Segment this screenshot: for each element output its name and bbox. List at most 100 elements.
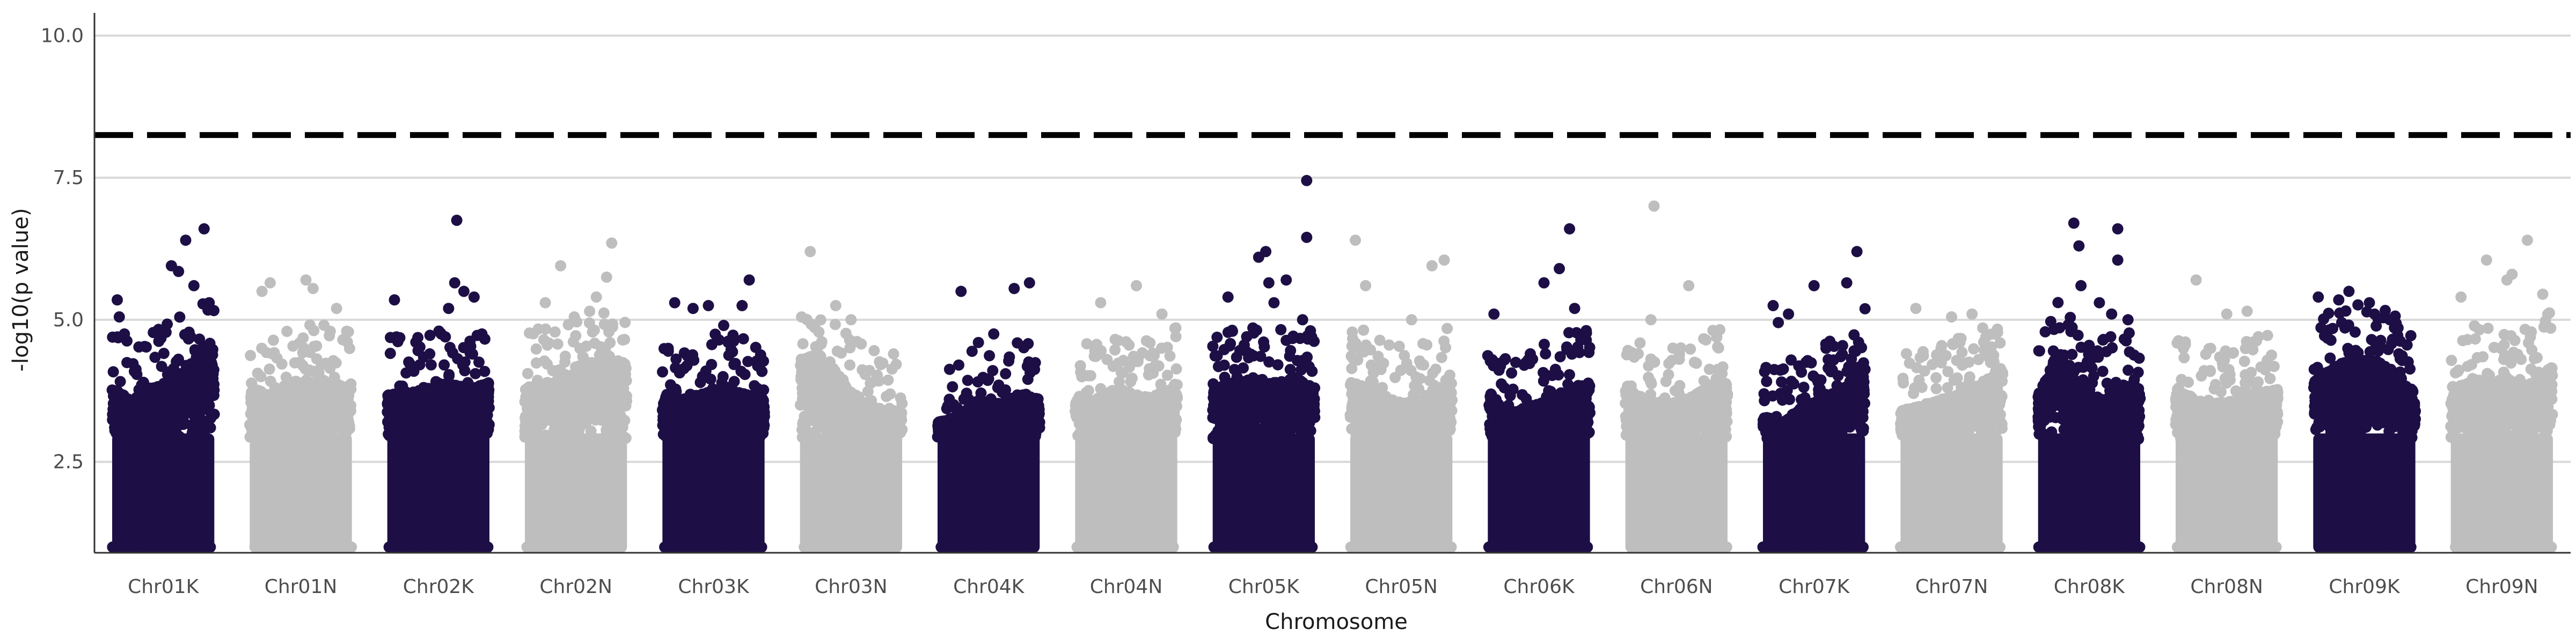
data-point bbox=[189, 345, 201, 357]
data-point bbox=[524, 327, 535, 339]
data-point bbox=[976, 401, 987, 413]
data-point bbox=[390, 399, 401, 411]
data-point bbox=[254, 385, 266, 397]
data-point bbox=[1003, 428, 1014, 440]
data-point bbox=[174, 311, 186, 323]
data-point bbox=[194, 370, 206, 382]
data-point bbox=[659, 426, 670, 438]
data-point bbox=[312, 408, 324, 420]
data-point bbox=[728, 358, 740, 370]
data-point bbox=[737, 333, 749, 345]
data-point bbox=[947, 381, 958, 393]
data-point bbox=[996, 401, 1008, 413]
data-point bbox=[962, 375, 974, 386]
data-point bbox=[280, 371, 292, 383]
data-point bbox=[447, 347, 459, 359]
chromosome-group bbox=[656, 328, 770, 553]
data-point bbox=[156, 392, 168, 404]
data-point bbox=[440, 430, 451, 442]
data-point bbox=[327, 398, 339, 409]
data-point bbox=[311, 400, 323, 412]
data-point bbox=[728, 541, 740, 553]
dense-point-band bbox=[800, 433, 902, 553]
data-point bbox=[588, 408, 600, 419]
data-point bbox=[693, 391, 705, 402]
data-point bbox=[796, 424, 808, 436]
data-point bbox=[346, 541, 357, 553]
data-point bbox=[148, 327, 159, 339]
data-point bbox=[298, 425, 310, 436]
data-point bbox=[168, 363, 180, 375]
data-point bbox=[206, 409, 218, 421]
data-point bbox=[201, 356, 213, 368]
data-point bbox=[520, 391, 532, 403]
data-point bbox=[153, 422, 165, 434]
data-point bbox=[676, 541, 688, 553]
data-point bbox=[258, 419, 269, 430]
data-point bbox=[334, 420, 346, 431]
data-point bbox=[800, 398, 811, 410]
data-point bbox=[594, 349, 605, 361]
data-point bbox=[383, 428, 394, 440]
data-point bbox=[662, 342, 674, 354]
data-point bbox=[315, 428, 327, 440]
data-point bbox=[584, 305, 596, 317]
data-point bbox=[325, 415, 337, 427]
data-point bbox=[158, 348, 170, 359]
data-point bbox=[758, 405, 770, 416]
data-point bbox=[985, 393, 997, 405]
data-point bbox=[559, 356, 571, 368]
data-point bbox=[1000, 368, 1012, 379]
data-point bbox=[1123, 339, 1135, 351]
data-point bbox=[890, 358, 902, 370]
data-point bbox=[191, 541, 203, 553]
data-point bbox=[718, 424, 729, 436]
data-point bbox=[331, 378, 342, 390]
dense-point-band bbox=[112, 433, 215, 553]
data-point bbox=[844, 342, 856, 354]
data-point bbox=[244, 431, 256, 443]
data-point bbox=[297, 332, 309, 344]
data-point bbox=[568, 402, 580, 413]
data-point bbox=[340, 427, 352, 439]
data-point bbox=[141, 341, 152, 353]
dense-point-band bbox=[1075, 433, 1177, 553]
data-point bbox=[481, 380, 493, 392]
data-point bbox=[678, 347, 690, 359]
data-point bbox=[617, 334, 628, 346]
data-point bbox=[946, 423, 957, 435]
data-point bbox=[972, 376, 984, 387]
data-point bbox=[140, 541, 152, 553]
chromosome-group bbox=[932, 337, 1045, 553]
data-point bbox=[424, 330, 436, 341]
data-point bbox=[479, 365, 491, 377]
data-point bbox=[433, 404, 444, 416]
data-point bbox=[189, 384, 201, 396]
data-point bbox=[541, 358, 553, 370]
data-point bbox=[657, 366, 668, 378]
chromosome-group bbox=[244, 319, 357, 553]
chromosome-group bbox=[382, 325, 495, 553]
data-point bbox=[149, 352, 161, 363]
data-point bbox=[438, 359, 450, 371]
data-point bbox=[245, 392, 257, 404]
data-point bbox=[343, 342, 355, 354]
dense-point-band bbox=[250, 433, 352, 553]
dense-point-band bbox=[387, 433, 489, 553]
data-point bbox=[960, 541, 971, 553]
data-point bbox=[750, 341, 762, 353]
data-point bbox=[813, 412, 824, 423]
data-point bbox=[941, 402, 953, 414]
data-point bbox=[392, 430, 404, 442]
chromosome-group bbox=[106, 298, 220, 553]
data-point bbox=[114, 376, 126, 387]
data-point bbox=[877, 357, 889, 369]
data-point bbox=[709, 328, 721, 340]
data-point bbox=[153, 405, 165, 416]
data-point bbox=[609, 382, 620, 394]
data-point bbox=[167, 541, 179, 553]
data-point bbox=[598, 319, 610, 330]
data-point bbox=[730, 416, 742, 428]
data-point bbox=[961, 387, 972, 399]
data-point bbox=[443, 370, 455, 382]
